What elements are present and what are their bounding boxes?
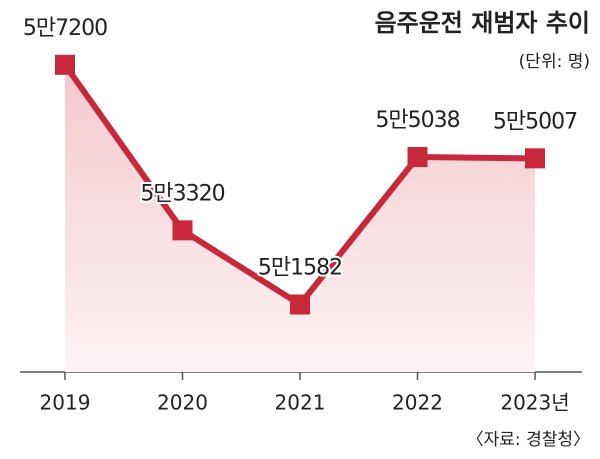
marker [407,147,428,168]
x-tick-label: 2022 [392,391,443,415]
x-tick-label: 2020 [157,391,208,415]
area [65,64,535,373]
marker [55,54,75,75]
value-label: 5만5038 [375,108,459,133]
marker [290,294,310,315]
value-label: 5만1582 [258,256,342,281]
source: 〈자료: 경찰청〉 [467,430,590,450]
value-label: 5만5007 [493,109,577,134]
chart-subtitle: (단위: 명) [519,52,590,72]
marker [525,148,545,169]
x-tick-label: 2023년 [500,391,569,415]
chart-title: 음주운전 재범자 추이 [375,9,590,37]
marker [172,220,193,241]
x-tick-label: 2021 [275,391,326,415]
x-tick-label: 2019 [40,391,91,415]
value-label: 5만3320 [140,181,224,206]
value-label: 5만7200 [23,16,107,41]
